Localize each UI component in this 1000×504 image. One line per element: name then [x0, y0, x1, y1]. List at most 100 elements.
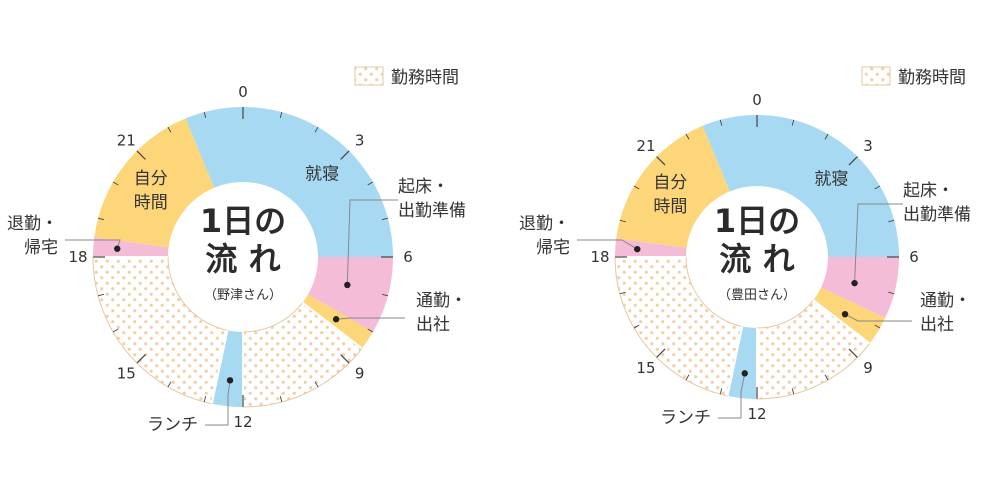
callout-label-退勤帰宅: 帰宅	[536, 238, 570, 258]
tick-mark	[314, 126, 319, 133]
center-title-line: 1日の	[714, 202, 800, 240]
callout-dot-退勤帰宅	[634, 245, 641, 253]
tick-mark	[381, 293, 389, 297]
callout-line-起床出勤準備	[346, 199, 398, 285]
tick-mark	[791, 119, 795, 126]
segment-sleep-8	[702, 115, 757, 192]
callout-line-退勤帰宅	[577, 239, 638, 250]
callout-line-通勤出社	[336, 317, 405, 320]
tick-label-21: 21	[636, 137, 655, 155]
tick-mark	[656, 156, 666, 166]
callout-label-通勤出社: 出社	[416, 315, 450, 335]
tick-label-0: 0	[752, 91, 762, 109]
tick-mark	[136, 150, 146, 160]
tick-label-9: 9	[863, 359, 873, 377]
segment-prep-1	[307, 257, 394, 332]
callout-line-ランチ	[718, 373, 746, 419]
tick-mark	[619, 219, 626, 223]
segment-label-自分時間: 自分	[134, 169, 168, 189]
callout-label-ランチ: ランチ	[147, 415, 198, 435]
tick-label-6: 6	[403, 248, 413, 266]
tick-mark	[874, 324, 881, 329]
callout-label-起床出勤準備: 出勤準備	[398, 201, 466, 221]
callout-label-通勤出社: 通勤・	[416, 291, 467, 311]
tick-mark	[167, 126, 172, 133]
segment-free-7	[94, 118, 215, 248]
callout-line-ランチ	[205, 380, 231, 426]
segment-sleep-0	[243, 107, 393, 257]
tick-mark	[685, 133, 690, 140]
legend: 勤務時間	[354, 66, 459, 88]
tick-mark	[656, 348, 666, 358]
tick-mark	[97, 217, 105, 221]
callout-line-起床出勤準備	[854, 203, 903, 284]
tick-label-15: 15	[636, 359, 655, 377]
segment-lunch-4	[211, 330, 243, 407]
tick-mark	[619, 291, 626, 295]
tick-label-9: 9	[355, 365, 365, 383]
tick-mark	[112, 181, 119, 186]
tick-mark	[279, 111, 283, 119]
tick-mark	[848, 348, 858, 358]
callout-dot-通勤出社	[841, 310, 849, 318]
tick-label-18: 18	[590, 248, 609, 266]
center-title-line: 流 れ	[205, 240, 280, 278]
callout-dot-退勤帰宅	[114, 245, 121, 252]
legend-swatch-work	[861, 66, 891, 86]
callout-label-通勤出社: 通勤・	[920, 291, 971, 311]
tick-label-3: 3	[355, 131, 365, 149]
callout-label-退勤帰宅: 退勤・	[519, 214, 570, 234]
segment-lunch-4	[727, 326, 757, 399]
tick-mark	[167, 381, 172, 388]
segment-work-5	[614, 256, 743, 397]
tick-mark	[203, 111, 207, 119]
tick-mark	[136, 354, 146, 364]
callout-label-通勤出社: 出社	[920, 315, 954, 335]
tick-mark	[719, 119, 723, 126]
center-title-line: 1日の	[200, 202, 286, 240]
callout-label-退勤帰宅: 退勤・	[7, 214, 58, 234]
tick-mark	[848, 156, 858, 166]
tick-mark	[340, 150, 350, 160]
tick-mark	[367, 328, 374, 333]
tick-mark	[824, 133, 829, 140]
callout-line-通勤出社	[844, 313, 912, 322]
tick-label-12: 12	[747, 405, 766, 423]
tick-mark	[719, 388, 723, 395]
tick-label-12: 12	[233, 413, 252, 431]
tick-mark	[791, 388, 795, 395]
segment-separator	[301, 301, 363, 350]
tick-mark	[874, 185, 881, 190]
callout-dot-起床出勤準備	[344, 281, 351, 289]
legend: 勤務時間	[861, 66, 966, 88]
segment-label-就寝: 就寝	[305, 164, 339, 185]
callout-label-退勤帰宅: 帰宅	[24, 238, 58, 258]
legend-label: 勤務時間	[898, 68, 966, 88]
tick-label-18: 18	[68, 248, 87, 266]
segment-label-自分時間: 時間	[653, 197, 687, 217]
tick-mark	[279, 395, 283, 403]
tick-label-15: 15	[117, 365, 136, 383]
segment-free-7	[616, 125, 730, 248]
callout-label-起床出勤準備: 起床・	[903, 181, 954, 201]
tick-label-0: 0	[238, 83, 248, 101]
tick-mark	[367, 181, 374, 186]
segment-separator	[210, 330, 229, 404]
segment-separator	[726, 326, 744, 397]
tick-label-21: 21	[117, 131, 136, 149]
tick-mark	[340, 354, 350, 364]
legend-swatch-work	[354, 66, 384, 86]
center-subtitle: （豊田さん）	[718, 288, 796, 303]
segment-sleep-0	[757, 115, 899, 257]
tick-mark	[97, 293, 105, 297]
legend-label: 勤務時間	[391, 68, 459, 88]
segment-label-自分時間: 自分	[653, 173, 687, 193]
segment-label-就寝: 就寝	[814, 169, 848, 190]
tick-label-6: 6	[909, 248, 919, 266]
